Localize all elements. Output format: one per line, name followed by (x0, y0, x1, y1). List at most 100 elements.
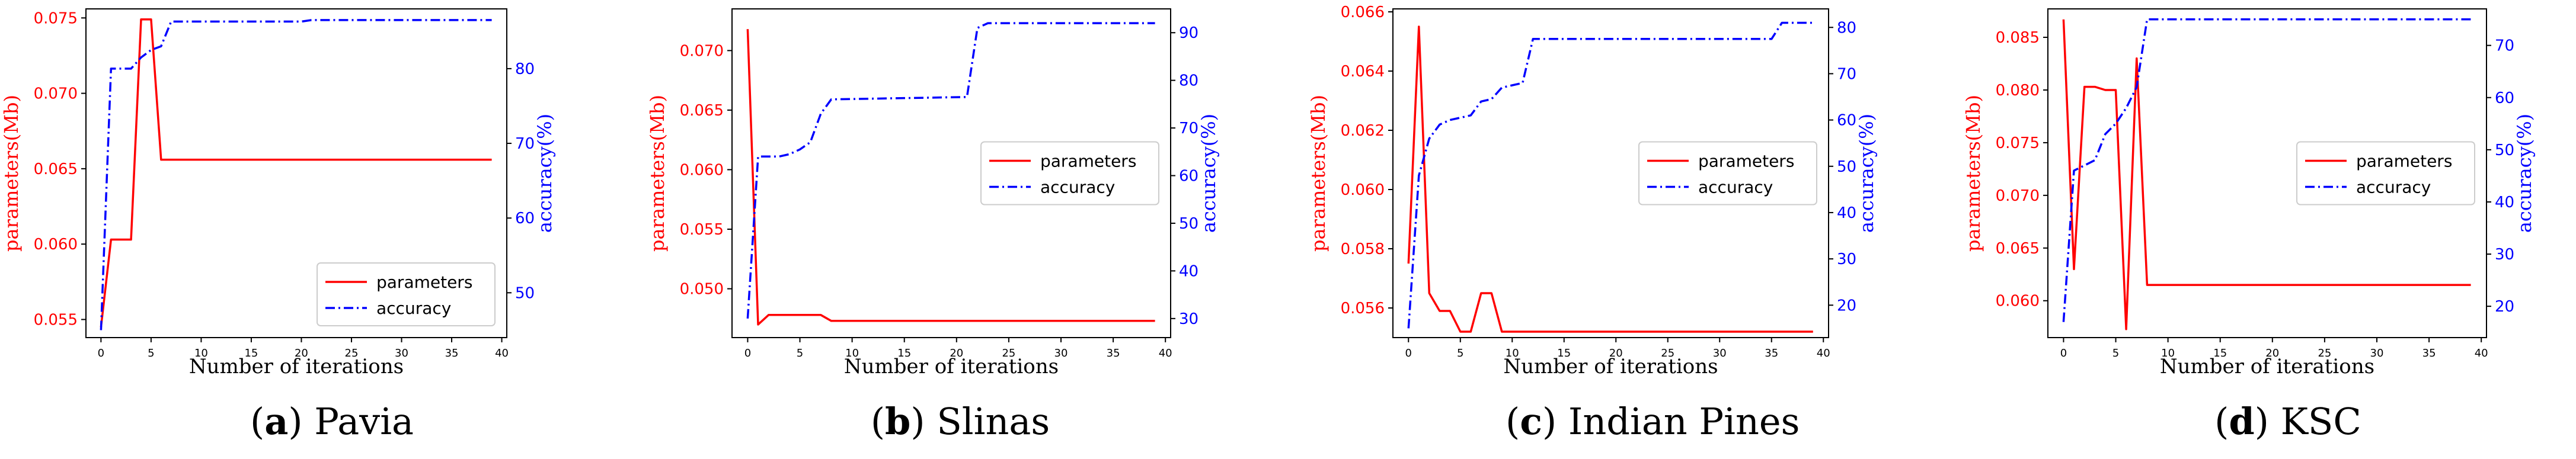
x-tick-label: 40 (1159, 347, 1172, 360)
y-right-tick-label: 20 (1837, 297, 1856, 314)
y-right-tick-label: 50 (515, 284, 535, 302)
caption-a-text: Pavia (314, 400, 414, 443)
x-tick-label: 30 (2370, 347, 2384, 360)
legend-label-accuracy: accuracy (1698, 178, 1773, 197)
x-tick-label: 15 (1557, 347, 1571, 360)
y-left-tick-label: 0.060 (680, 161, 724, 179)
y-left-tick-label: 0.065 (680, 102, 724, 120)
x-tick-label: 5 (1457, 347, 1463, 360)
series-line-parameters (2062, 19, 2471, 330)
legend-box (317, 262, 496, 326)
y-left-tick-label: 0.064 (1341, 63, 1385, 81)
y-left-tick-label: 0.058 (1341, 240, 1385, 258)
x-tick-label: 40 (2475, 347, 2488, 360)
y-left-tick-label: 0.085 (1996, 29, 2040, 47)
y-right-tick-label: 80 (1837, 19, 1856, 37)
y-right-tick-label: 90 (1179, 24, 1198, 42)
x-tick-label: 15 (244, 347, 258, 360)
y-left-axis-label: parameters(Mb) (1307, 95, 1329, 252)
y-left-tick-label: 0.055 (34, 311, 78, 329)
x-tick-label: 20 (1609, 347, 1623, 360)
legend: parameters accuracy (980, 141, 1159, 206)
y-right-tick-label: 70 (1179, 120, 1198, 137)
plot-frame (85, 8, 507, 338)
y-right-tick-label: 60 (515, 210, 535, 227)
x-tick-label: 0 (2060, 347, 2067, 360)
x-tick-label: 40 (495, 347, 509, 360)
x-tick-label: 0 (744, 347, 751, 360)
y-right-tick-label: 20 (2495, 298, 2514, 316)
y-left-tick-label: 0.060 (34, 236, 78, 253)
y-left-tick-label: 0.075 (1996, 134, 2040, 152)
x-tick-label: 30 (1054, 347, 1068, 360)
series-line-accuracy (1407, 21, 1813, 329)
y-left-tick-label: 0.056 (1341, 300, 1385, 317)
y-left-tick-label: 0.070 (34, 85, 78, 103)
legend-label-parameters: parameters (1698, 152, 1794, 171)
y-right-tick-label: 40 (2495, 194, 2514, 211)
x-axis-label: Number of iterations (1503, 355, 1718, 378)
x-tick-label: 10 (194, 347, 208, 360)
series-line-accuracy (746, 22, 1155, 319)
y-right-tick-label: 60 (1837, 112, 1856, 130)
y-right-axis-label: accuracy(%) (1855, 114, 1878, 233)
chart-1: 0 5 10 15 20 25 30 35 40 0.055 0.060 0.065 0.070 0.07… (0, 8, 556, 378)
y-right-tick-label: 70 (2495, 37, 2514, 55)
x-tick-label: 35 (2422, 347, 2436, 360)
x-tick-label: 10 (1506, 347, 1519, 360)
y-left-tick-label: 0.080 (1996, 82, 2040, 99)
x-tick-label: 5 (148, 347, 154, 360)
y-right-tick-label: 70 (515, 135, 535, 153)
caption-b-letter: b (885, 400, 911, 443)
y-right-axis-label: accuracy(%) (533, 114, 556, 233)
y-left-axis-label: parameters(Mb) (646, 95, 669, 252)
chart-2: 0 5 10 15 20 25 30 35 40 0.050 0.055 0.060 0.065 0.07… (646, 8, 1220, 378)
caption-a: (a) Pavia (250, 400, 414, 443)
x-tick-label: 0 (1405, 347, 1412, 360)
x-tick-label: 20 (950, 347, 963, 360)
caption-b: (b) Slinas (870, 400, 1050, 443)
y-right-tick-label: 50 (1179, 215, 1198, 233)
series-line-accuracy (2062, 18, 2471, 322)
caption-c-letter: c (1520, 400, 1542, 443)
y-right-axis-label: accuracy(%) (1197, 114, 1220, 233)
y-left-tick-label: 0.065 (1996, 240, 2040, 258)
x-axis-label: Number of iterations (844, 355, 1059, 378)
x-tick-label: 5 (797, 347, 803, 360)
chart-4: 0 5 10 15 20 25 30 35 40 0.060 0.065 0.070 0.075 0.08… (1962, 8, 2536, 378)
x-tick-label: 25 (1661, 347, 1674, 360)
y-right-tick-label: 30 (2495, 246, 2514, 264)
x-tick-label: 35 (445, 347, 459, 360)
legend-label-accuracy: accuracy (1040, 178, 1115, 197)
caption-c-text: Indian Pines (1568, 400, 1800, 443)
y-left-tick-label: 0.065 (34, 161, 78, 178)
y-left-tick-label: 0.050 (680, 281, 724, 298)
y-left-tick-label: 0.060 (1996, 293, 2040, 310)
series-line-parameters (746, 29, 1155, 326)
y-right-tick-label: 50 (2495, 142, 2514, 159)
y-right-tick-label: 30 (1837, 251, 1856, 268)
x-tick-label: 0 (98, 347, 104, 360)
x-tick-label: 20 (2265, 347, 2279, 360)
y-right-tick-label: 50 (1837, 158, 1856, 176)
y-right-tick-label: 30 (1179, 310, 1198, 328)
series-line-parameters (1407, 25, 1813, 333)
y-right-tick-label: 70 (1837, 65, 1856, 83)
x-axis-label: Number of iterations (2160, 355, 2374, 378)
y-left-tick-label: 0.070 (680, 42, 724, 60)
x-tick-label: 10 (845, 347, 859, 360)
x-tick-label: 30 (1713, 347, 1727, 360)
x-tick-label: 40 (1817, 347, 1830, 360)
x-tick-label: 30 (395, 347, 408, 360)
legend-box (980, 141, 1159, 206)
chart-3: 0 5 10 15 20 25 30 35 40 0.056 0.058 0.060 0.062 0.06… (1307, 4, 1878, 378)
caption-b-text: Slinas (937, 400, 1050, 443)
plot-frame (731, 8, 1171, 338)
legend-box (1638, 141, 1817, 206)
x-tick-label: 15 (897, 347, 911, 360)
y-left-tick-label: 0.070 (1996, 187, 2040, 205)
legend: parameters accuracy (2296, 141, 2475, 206)
y-right-tick-label: 40 (1179, 262, 1198, 280)
legend: parameters accuracy (317, 262, 496, 326)
